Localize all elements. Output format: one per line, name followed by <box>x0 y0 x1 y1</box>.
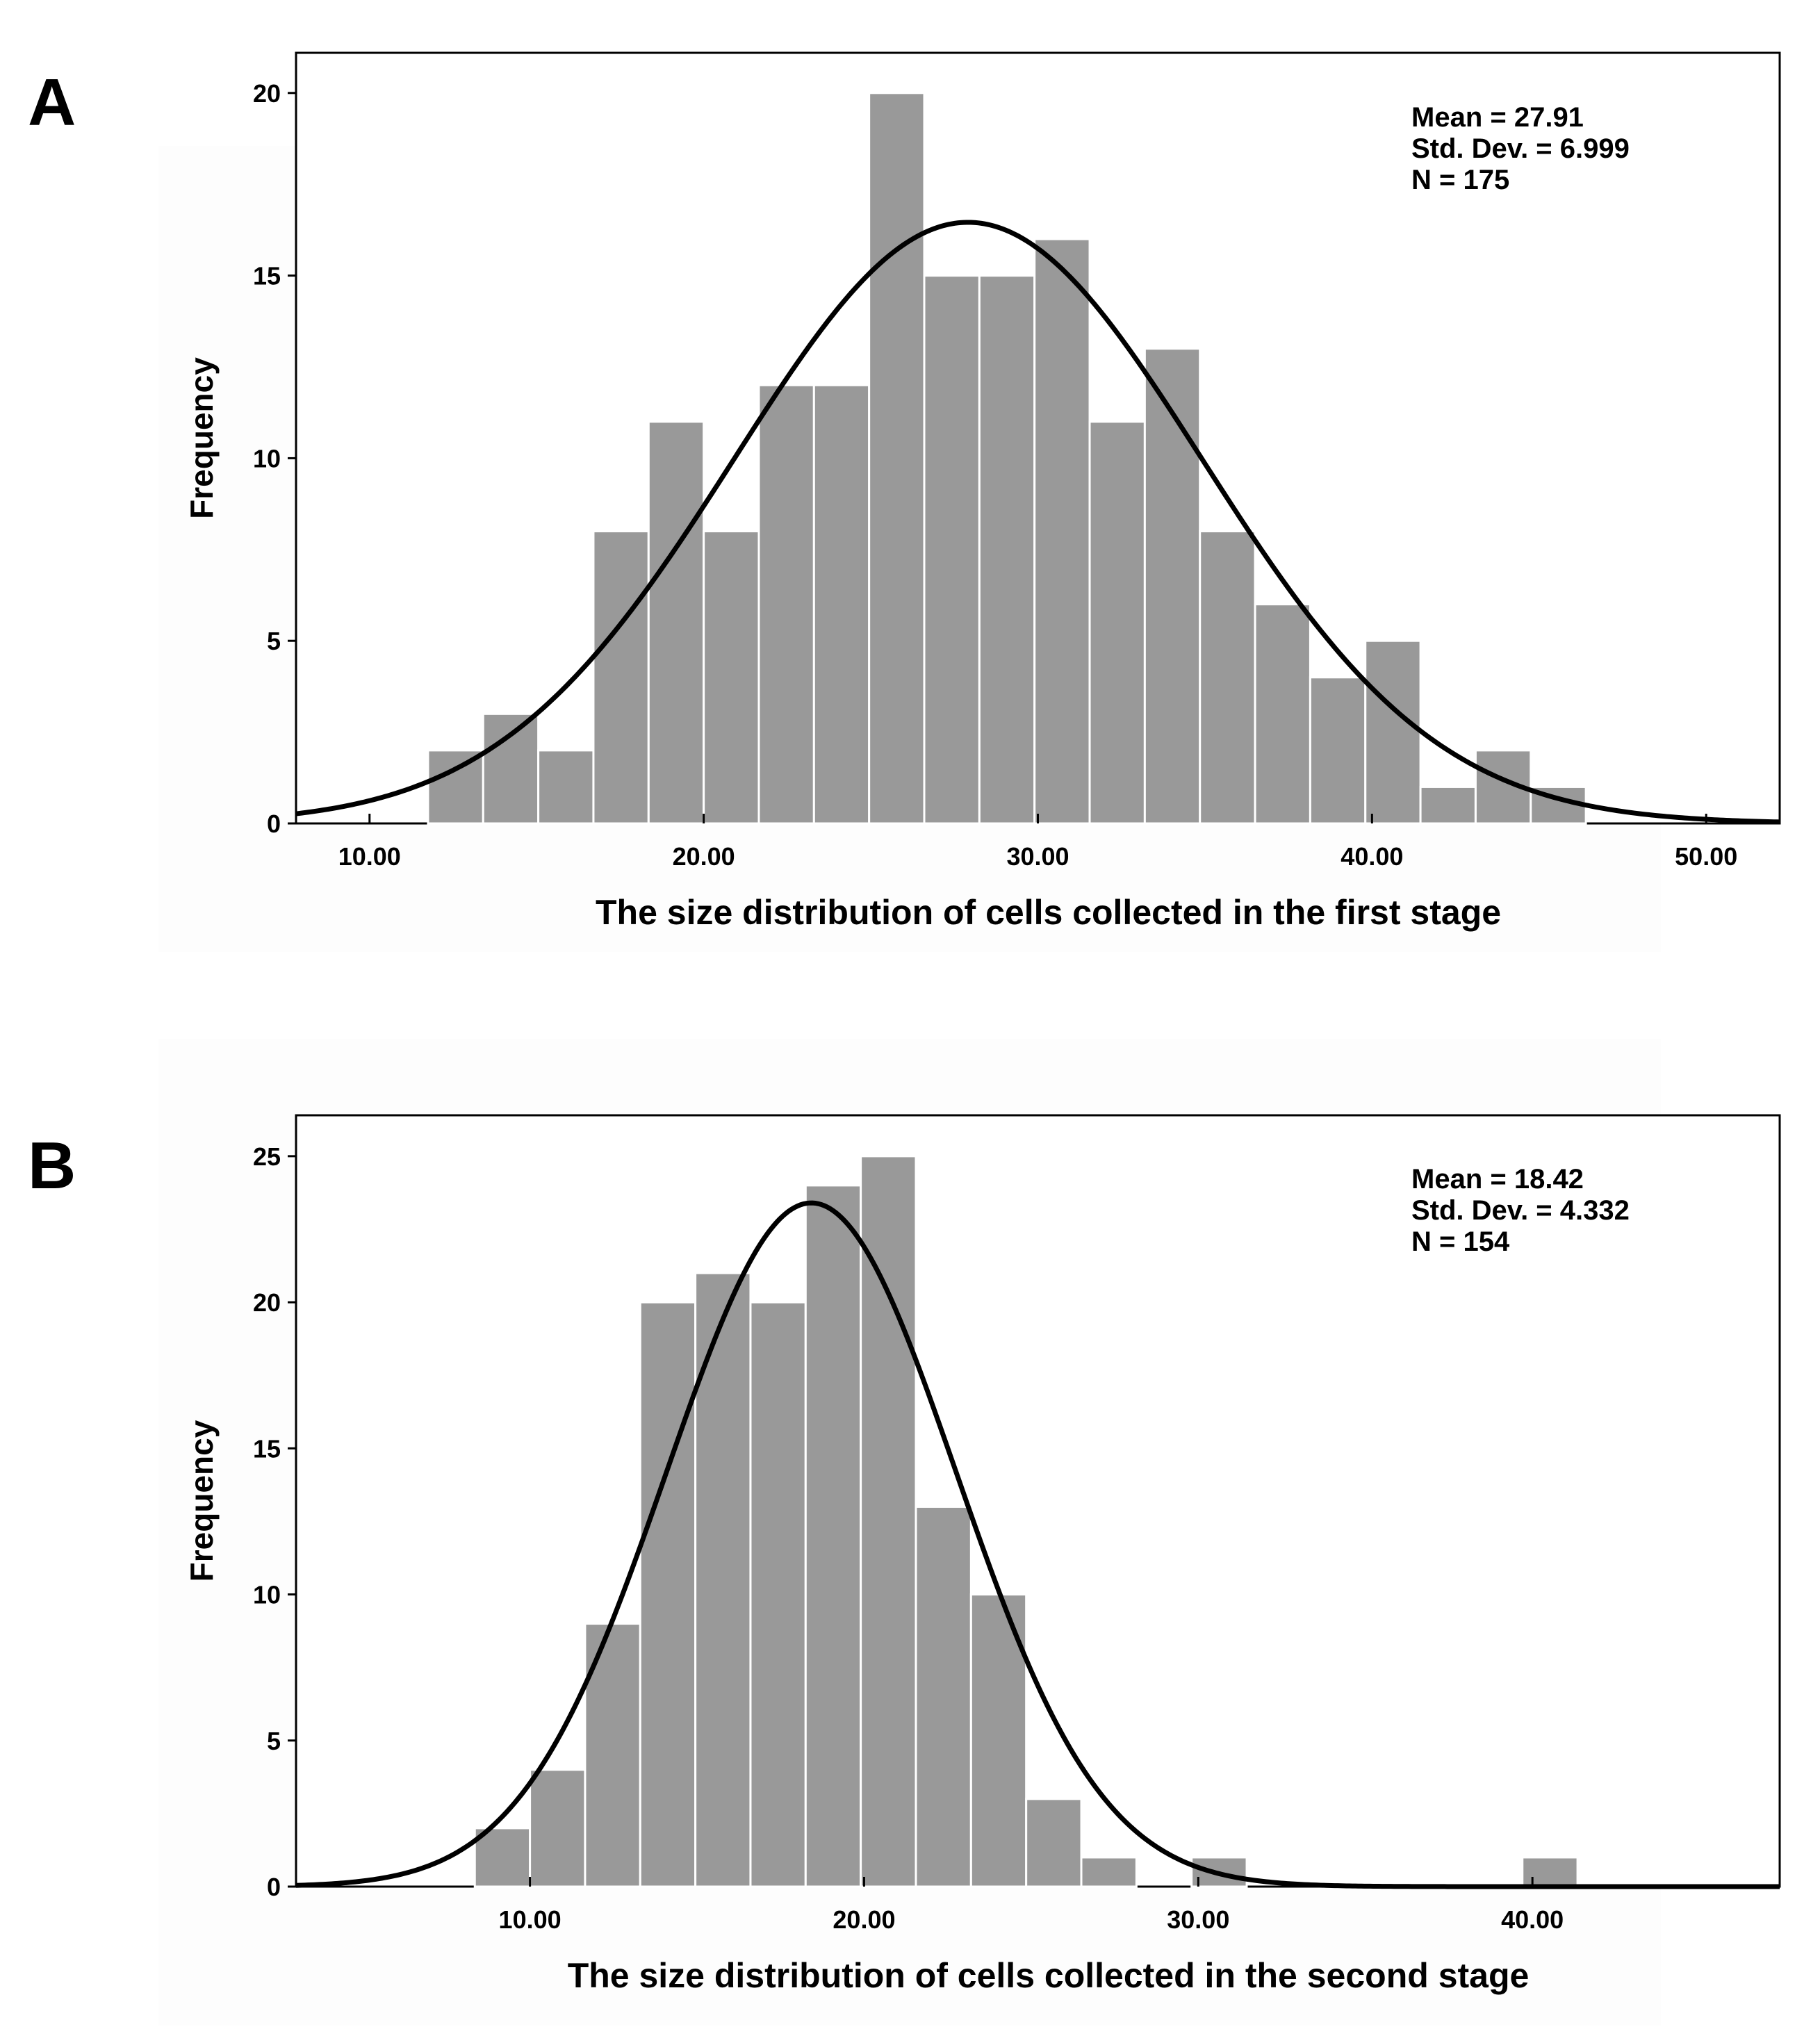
normal-curve <box>295 220 1780 825</box>
x-tick-label: 10.00 <box>499 1905 561 1934</box>
y-tick-label: 5 <box>267 1727 281 1755</box>
histogram-bar <box>427 749 484 825</box>
histogram-chart-a: A 10.00 20.00 30.00 40.00 50.00 0 5 10 15 20 The si… <box>28 51 1781 952</box>
histogram-bar <box>482 712 540 825</box>
histogram-bar <box>1080 1856 1138 1888</box>
histogram-bar <box>757 384 815 825</box>
histogram-bar <box>639 1301 697 1888</box>
y-tick-label: 5 <box>267 627 281 655</box>
histogram-bar <box>1419 785 1477 825</box>
x-tick-label: 30.00 <box>1006 842 1069 871</box>
x-axis-title: The size distribution of cells collected… <box>568 1956 1530 1995</box>
y-tick-label: 0 <box>267 810 281 838</box>
y-axis-title: Frequency <box>183 1420 220 1582</box>
histogram-bar <box>1254 603 1311 825</box>
y-tick-label: 10 <box>253 444 281 473</box>
histogram-bar <box>1033 238 1091 825</box>
stats-line: Mean = 18.42 <box>1411 1164 1584 1194</box>
y-tick-label: 0 <box>267 1873 281 1901</box>
histogram-chart-b: B 10.00 20.00 30.00 40.00 0 5 10 15 20 25 The size … <box>28 1039 1781 2026</box>
histogram-bar <box>647 420 705 825</box>
stats-line: Mean = 27.91 <box>1411 102 1584 133</box>
histogram-bar <box>703 530 760 825</box>
panel-letter: A <box>28 65 76 140</box>
x-tick-label: 30.00 <box>1167 1905 1229 1934</box>
y-tick-label: 15 <box>253 262 281 290</box>
x-tick-label: 40.00 <box>1341 842 1403 871</box>
histogram-bar <box>529 1768 587 1888</box>
stats-line: Std. Dev. = 4.332 <box>1411 1195 1630 1226</box>
histogram-bar <box>1364 639 1422 825</box>
histogram-bar <box>592 530 650 825</box>
plot-area-frame <box>295 1114 1781 1888</box>
histogram-bar <box>978 274 1036 825</box>
histogram-bar <box>860 1155 917 1888</box>
histogram-bar <box>1309 676 1367 825</box>
histogram-bar <box>1025 1798 1083 1888</box>
y-tick-label: 25 <box>253 1142 281 1171</box>
y-tick-label: 20 <box>253 1288 281 1317</box>
x-tick-label: 10.00 <box>338 842 401 871</box>
x-axis-title: The size distribution of cells collected… <box>596 893 1501 932</box>
histogram-bar <box>537 749 595 825</box>
histogram-bar <box>868 92 926 825</box>
x-tick-label: 20.00 <box>673 842 735 871</box>
histogram-bar <box>923 274 981 825</box>
histogram-bar <box>915 1505 972 1888</box>
stats-line: Std. Dev. = 6.999 <box>1411 133 1630 164</box>
histogram-bar <box>1521 1856 1579 1888</box>
stats-line: N = 175 <box>1411 165 1509 195</box>
stats-line: N = 154 <box>1411 1226 1510 1257</box>
histogram-bar <box>694 1272 752 1888</box>
panel-letter: B <box>28 1128 76 1203</box>
y-tick-label: 15 <box>253 1434 281 1463</box>
y-tick-label: 20 <box>253 79 281 108</box>
x-tick-label: 50.00 <box>1675 842 1737 871</box>
histogram-bar <box>1088 420 1146 825</box>
x-tick-label: 20.00 <box>833 1905 895 1934</box>
y-axis-title: Frequency <box>183 357 220 519</box>
x-tick-label: 40.00 <box>1501 1905 1564 1934</box>
histogram-bar <box>812 384 871 825</box>
histogram-bar <box>1143 347 1202 825</box>
y-tick-label: 10 <box>253 1581 281 1609</box>
histogram-bar <box>749 1301 807 1888</box>
histogram-bar <box>804 1184 862 1888</box>
histogram-bar <box>1199 530 1256 825</box>
